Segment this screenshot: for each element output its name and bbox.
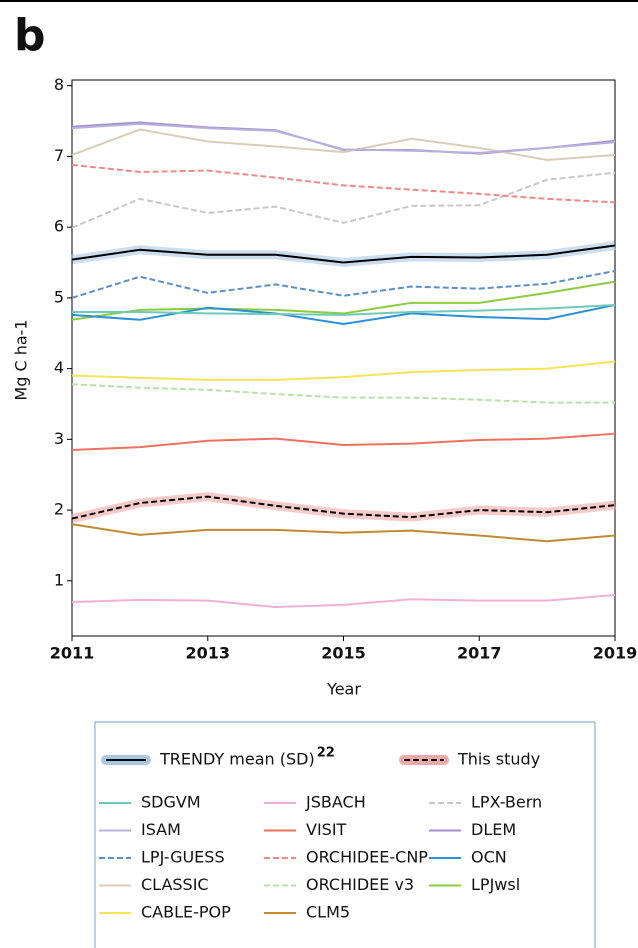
legend-label: CABLE-POP bbox=[141, 903, 231, 922]
legend-label: SDGVM bbox=[141, 793, 201, 812]
series-halo bbox=[70, 492, 616, 523]
series-line bbox=[71, 360, 616, 381]
series-line bbox=[71, 383, 615, 404]
series-line bbox=[71, 128, 616, 161]
y-axis-label: Mg C ha-1 bbox=[12, 319, 31, 400]
legend-label: LPX-Bern bbox=[471, 793, 542, 812]
series-line bbox=[71, 122, 616, 154]
series-line bbox=[71, 303, 616, 326]
series-line bbox=[71, 432, 616, 451]
legend-label: CLM5 bbox=[306, 903, 350, 922]
y-tick-label: 3 bbox=[54, 429, 64, 448]
x-tick-label: 2017 bbox=[457, 644, 502, 663]
y-tick-label: 4 bbox=[54, 358, 64, 377]
y-tick-label: 8 bbox=[54, 75, 64, 94]
legend-label: ISAM bbox=[141, 820, 181, 839]
legend-label: VISIT bbox=[306, 820, 347, 839]
legend-label: ORCHIDEE v3 bbox=[306, 875, 414, 894]
series-line bbox=[71, 280, 616, 321]
series-line bbox=[72, 303, 616, 316]
x-tick-label: 2011 bbox=[50, 644, 95, 663]
legend-ref: 22 bbox=[317, 746, 335, 761]
y-tick-label: 2 bbox=[54, 500, 64, 519]
legend-label: DLEM bbox=[471, 820, 516, 839]
x-tick-label: 2015 bbox=[321, 644, 366, 663]
series-line bbox=[71, 523, 616, 543]
series-line bbox=[71, 171, 616, 229]
x-axis-label: Year bbox=[326, 680, 361, 699]
y-tick-label: 6 bbox=[54, 217, 64, 236]
series-line bbox=[71, 163, 616, 204]
y-tick-label: 7 bbox=[54, 146, 64, 165]
series-line bbox=[71, 495, 616, 520]
legend-label: JSBACH bbox=[305, 793, 366, 812]
y-tick-label: 1 bbox=[54, 570, 64, 589]
x-tick-label: 2013 bbox=[185, 644, 230, 663]
legend-label: CLASSIC bbox=[141, 875, 209, 894]
series-line bbox=[71, 270, 616, 299]
x-tick-label: 2019 bbox=[593, 644, 638, 663]
legend-label: TRENDY mean (SD) bbox=[159, 750, 315, 769]
panel-label: b bbox=[14, 10, 46, 61]
series-line bbox=[71, 244, 616, 264]
legend-label: LPJ-GUESS bbox=[141, 848, 225, 867]
series-line bbox=[71, 593, 616, 608]
series-halo bbox=[71, 241, 616, 268]
legend-label: OCN bbox=[471, 848, 507, 867]
legend-box bbox=[94, 721, 596, 948]
y-tick-label: 5 bbox=[54, 287, 64, 306]
plot-frame bbox=[71, 79, 616, 637]
legend-label: This study bbox=[457, 750, 540, 769]
legend-label: LPJwsl bbox=[471, 875, 520, 894]
legend-label: ORCHIDEE-CNP bbox=[306, 848, 428, 867]
